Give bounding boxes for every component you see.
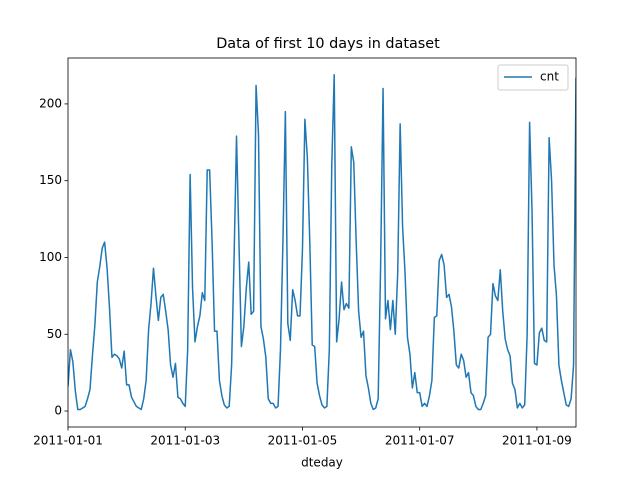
x-tick-label: 2011-01-09 xyxy=(502,434,572,448)
x-tick-label: 2011-01-03 xyxy=(150,434,220,448)
y-tick-label: 150 xyxy=(39,173,62,187)
y-tick-label: 200 xyxy=(39,96,62,110)
line-series xyxy=(68,73,576,411)
chart-title: Data of first 10 days in dataset xyxy=(216,36,440,52)
y-tick-label: 100 xyxy=(39,250,62,264)
x-tick-label: 2011-01-07 xyxy=(385,434,455,448)
y-tick-label: 0 xyxy=(54,404,62,418)
legend-box xyxy=(497,64,569,91)
x-tick-label: 2011-01-05 xyxy=(268,434,338,448)
x-axis-label: dteday xyxy=(301,456,343,470)
legend-label: cnt xyxy=(540,70,559,84)
axes-frame xyxy=(67,57,577,428)
x-tick-label: 2011-01-01 xyxy=(33,434,103,448)
y-tick-label: 50 xyxy=(47,327,62,341)
